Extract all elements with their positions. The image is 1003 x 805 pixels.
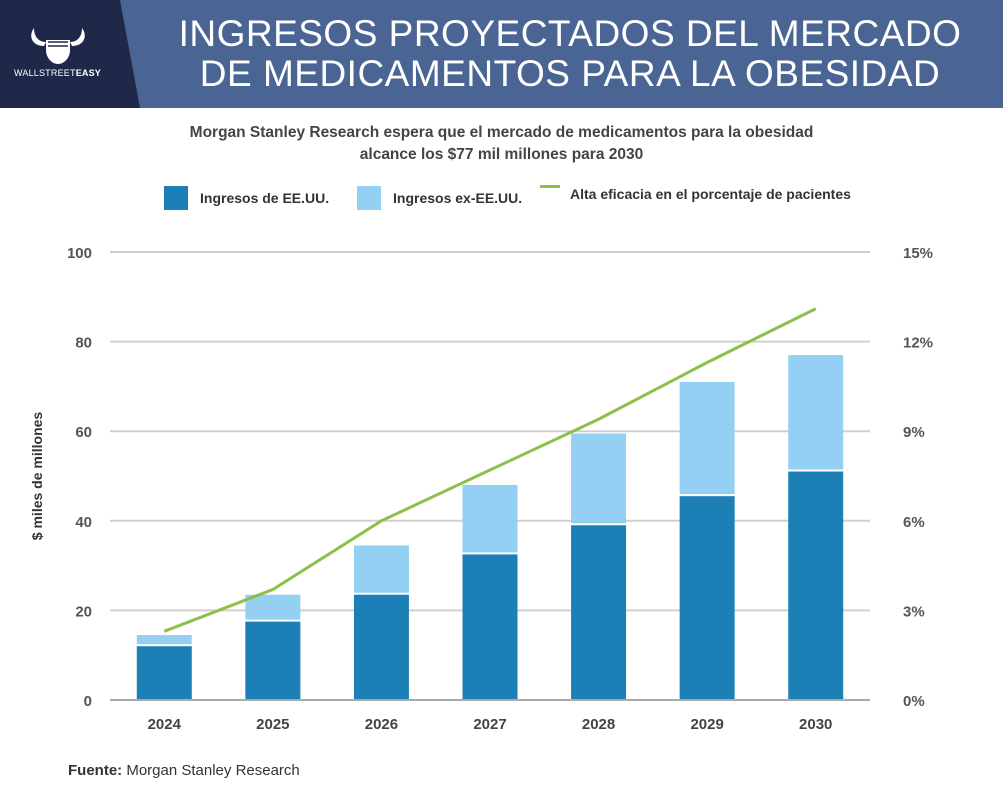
- y-tick-label: 80: [75, 335, 92, 352]
- bar-ex-us: [462, 484, 518, 553]
- y-axis-label: $ miles de millones: [29, 412, 45, 541]
- header-banner: WALLSTREETEASY INGRESOS PROYECTADOS DEL …: [0, 0, 1003, 108]
- x-tick-label: 2030: [799, 716, 832, 733]
- y-tick-label: 60: [75, 424, 92, 441]
- x-tick-label: 2029: [690, 716, 723, 733]
- legend-label-ex-us: Ingresos ex-EE.UU.: [393, 190, 523, 206]
- y-tick-label: 0: [84, 693, 92, 710]
- y-tick-label: 40: [75, 514, 92, 531]
- y2-tick-label: 12%: [903, 335, 933, 352]
- page-title: INGRESOS PROYECTADOS DEL MERCADO DE MEDI…: [178, 13, 962, 94]
- bar-ex-us: [679, 381, 735, 495]
- legend-swatch-ex-us: [357, 186, 381, 210]
- y-tick-label: 100: [67, 245, 92, 262]
- x-tick-label: 2024: [148, 716, 182, 733]
- legend-swatch-us: [164, 186, 188, 210]
- legend-us: Ingresos de EE.UU.: [164, 186, 329, 210]
- chart-subtitle: Morgan Stanley Research espera que el me…: [189, 124, 814, 163]
- bar-us: [679, 496, 735, 700]
- x-tick-label: 2026: [365, 716, 398, 733]
- bar-us: [571, 525, 627, 700]
- bar-ex-us: [571, 433, 627, 524]
- y2-tick-label: 15%: [903, 245, 933, 262]
- x-tick-label: 2027: [473, 716, 506, 733]
- bar-us: [462, 554, 518, 700]
- y2-tick-label: 3%: [903, 603, 925, 620]
- bar-ex-us: [788, 355, 844, 470]
- bar-us: [788, 471, 844, 700]
- bar-ex-us: [245, 594, 301, 620]
- bar-ex-us: [353, 545, 409, 593]
- y2-tick-label: 0%: [903, 693, 925, 710]
- bar-ex-us: [136, 635, 192, 645]
- legend-line: Alta eficacia en el porcentaje de pacien…: [540, 184, 851, 202]
- bar-us: [353, 594, 409, 700]
- bull-logo-icon: [31, 28, 85, 64]
- y2-tick-label: 9%: [903, 424, 925, 441]
- source-note: Fuente: Morgan Stanley Research: [68, 762, 300, 779]
- x-tick-label: 2028: [582, 716, 615, 733]
- x-tick-label: 2025: [256, 716, 289, 733]
- y-tick-label: 20: [75, 603, 92, 620]
- logo-text: WALLSTREETEASY: [14, 68, 101, 78]
- legend-swatch-line: [540, 184, 560, 188]
- y2-tick-label: 6%: [903, 514, 925, 531]
- legend-label-us: Ingresos de EE.UU.: [200, 190, 330, 206]
- legend-label-line: Alta eficacia en el porcentaje de pacien…: [570, 186, 851, 202]
- bar-us: [245, 621, 301, 700]
- bar-us: [136, 646, 192, 700]
- legend-ex-us: Ingresos ex-EE.UU.: [357, 186, 522, 210]
